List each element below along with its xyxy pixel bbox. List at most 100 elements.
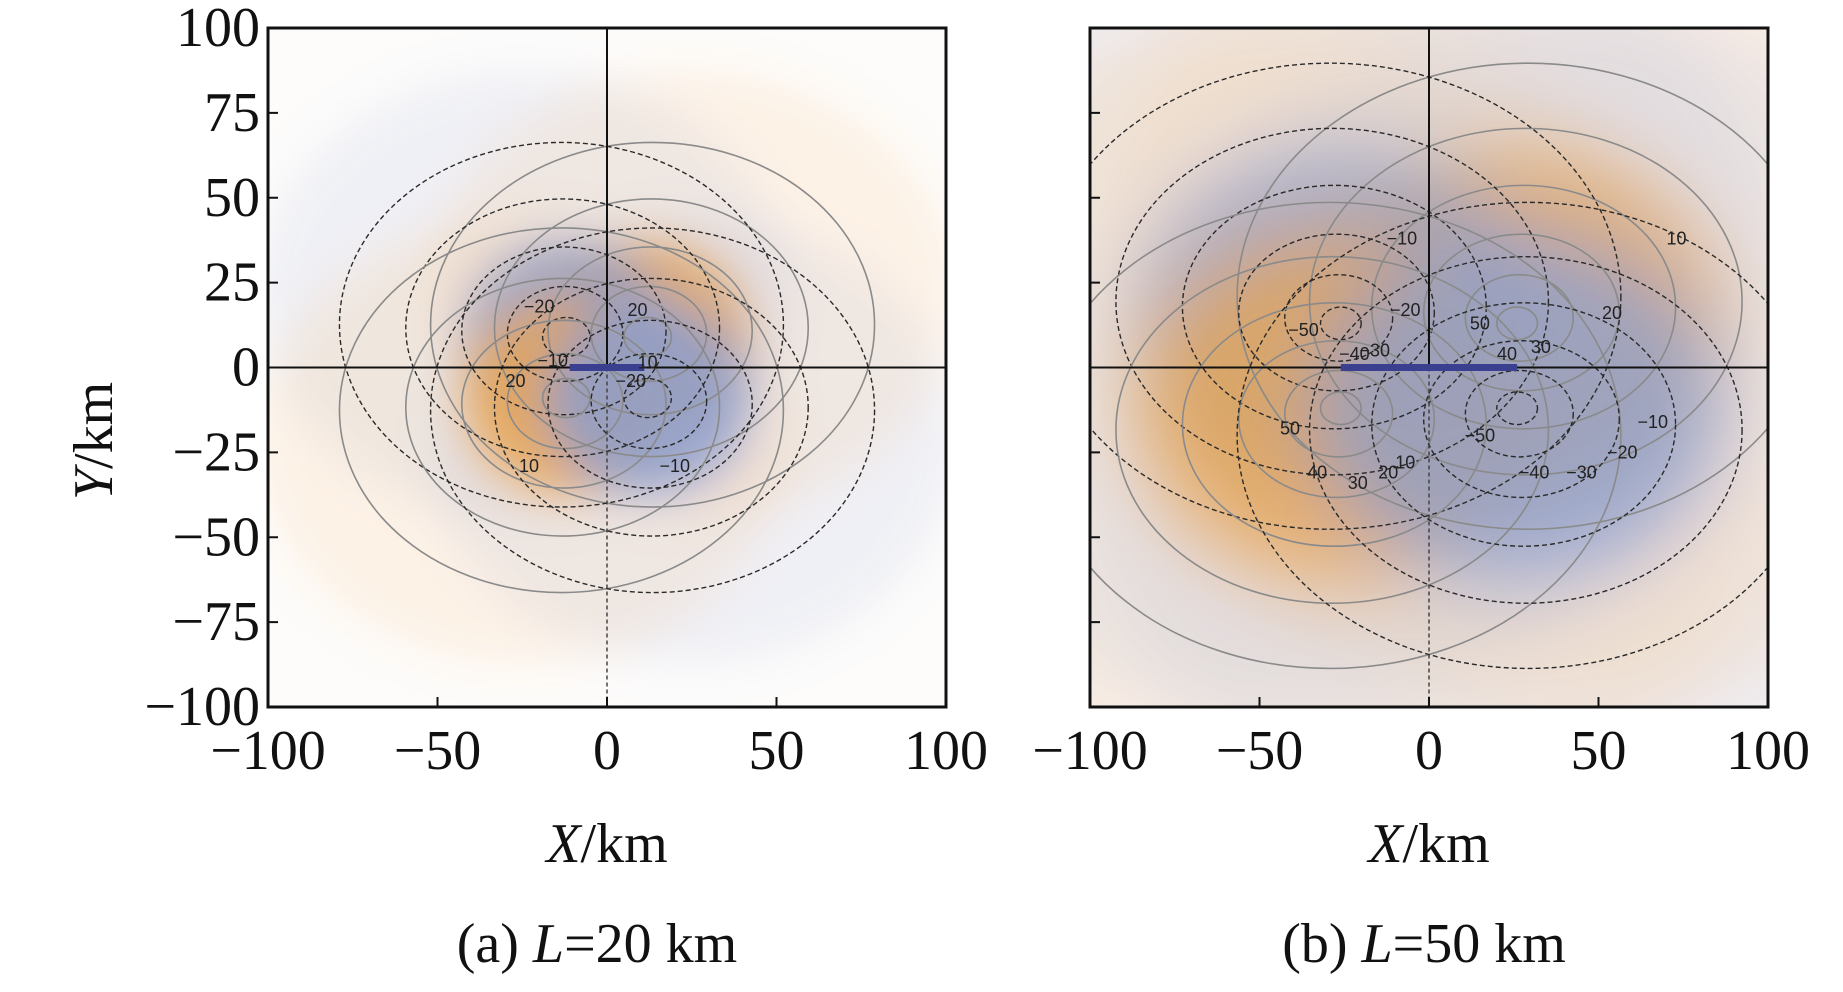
x-axis-unit-b: /km <box>1403 813 1490 875</box>
contour-b-0-5 <box>1236 62 1768 530</box>
x-tick-label-b-0: −100 <box>1032 720 1148 782</box>
x-tick-label-b-2: 0 <box>1415 720 1443 782</box>
contour-a-3-3 <box>493 277 809 537</box>
contour-b-1-0 <box>1319 306 1362 341</box>
x-tick-label-a-1: −50 <box>394 720 482 782</box>
contour-b-3-5 <box>1236 201 1768 670</box>
contour-label-a-0: −20 <box>524 296 555 316</box>
contour-a-2-3 <box>405 277 721 537</box>
contour-a-2-4 <box>338 227 785 594</box>
x-axis-unit-a: /km <box>581 813 668 875</box>
contour-label-b-13: 20 <box>1378 463 1398 483</box>
contour-label-b-8: 40 <box>1497 344 1517 364</box>
contour-label-b-16: −50 <box>1465 425 1496 445</box>
contour-a-0-3 <box>493 198 809 458</box>
lobe-a-3 <box>545 301 750 495</box>
y-tick-label-a-3: 25 <box>204 252 260 314</box>
contour-label-b-4: −30 <box>1359 341 1390 361</box>
contour-a-3-4 <box>429 227 876 594</box>
contour-a-2-2 <box>460 319 667 489</box>
contour-a-3-2 <box>547 319 753 489</box>
contours-a <box>338 141 876 594</box>
contour-b-2-5 <box>1090 201 1622 670</box>
x-tick-label-a-0: −100 <box>210 720 326 782</box>
caption-b: (b) L=50 km <box>1282 913 1566 975</box>
contour-b-0-4 <box>1308 127 1743 476</box>
y-tick-label-a-1: 75 <box>204 82 260 144</box>
contour-a-1-1 <box>506 285 624 382</box>
contour-label-b-12: 30 <box>1348 473 1368 493</box>
contour-a-1-4 <box>338 141 785 508</box>
caption-b-prefix: (b) <box>1282 913 1361 975</box>
x-tick-label-b-3: 50 <box>1571 720 1627 782</box>
contour-label-b-5: 10 <box>1666 228 1686 248</box>
contour-label-b-9: 30 <box>1531 337 1551 357</box>
contour-b-1-5 <box>1090 62 1622 530</box>
contour-b-1-2 <box>1238 233 1436 392</box>
caption-b-rest: =50 km <box>1393 913 1566 975</box>
y-axis-label-a: Y/km <box>63 382 125 500</box>
contour-b-0-1 <box>1464 273 1575 362</box>
y-axis-var: Y <box>63 463 125 500</box>
x-axis-var-a: X <box>544 813 583 875</box>
contour-a-3-1 <box>590 353 708 450</box>
contour-b-3-1 <box>1464 369 1574 458</box>
contour-label-a-4: 20 <box>505 371 525 391</box>
contours-b <box>1090 62 1768 670</box>
contour-a-1-3 <box>405 198 721 458</box>
contour-label-b-19: −30 <box>1566 463 1597 483</box>
contour-b-2-0 <box>1319 391 1363 426</box>
ticks-b: −100 −50 0 50 100 <box>1032 111 1810 782</box>
contour-label-a-6: 10 <box>519 456 539 476</box>
contour-label-b-7: 50 <box>1470 313 1490 333</box>
contour-b-3-0 <box>1496 391 1539 426</box>
y-tick-label-a-8: −100 <box>144 676 260 738</box>
caption-a: (a) L=20 km <box>457 913 737 975</box>
contour-a-2-1 <box>506 352 624 450</box>
caption-a-prefix: (a) <box>457 913 533 975</box>
contour-label-b-11: 40 <box>1307 463 1327 483</box>
contour-label-b-14: 10 <box>1395 453 1415 473</box>
contour-b-3-3 <box>1371 302 1677 547</box>
contour-b-1-1 <box>1284 274 1394 362</box>
y-tick-label-a-5: −25 <box>172 421 260 483</box>
contour-label-b-6: 20 <box>1602 303 1622 323</box>
contour-label-b-3: −40 <box>1339 344 1370 364</box>
x-axis-var-b: X <box>1366 813 1405 875</box>
contour-b-1-4 <box>1115 127 1550 476</box>
contour-b-2-2 <box>1237 339 1436 499</box>
contour-b-2-1 <box>1283 369 1394 458</box>
x-tick-label-b-1: −50 <box>1216 720 1304 782</box>
contour-a-3-0 <box>623 377 673 419</box>
y-tick-label-a-2: 50 <box>204 167 260 229</box>
x-axis-label-b: X/km <box>1366 813 1489 875</box>
contour-label-b-10: 50 <box>1280 419 1300 439</box>
ticks-a: −100 −50 0 50 100 100 75 50 25 0 −25 −50 −75 −100 <box>144 0 988 782</box>
caption-a-rest: =20 km <box>564 913 737 975</box>
contour-b-0-2 <box>1422 233 1621 392</box>
y-tick-label-a-7: −75 <box>172 591 260 653</box>
contour-b-3-4 <box>1308 256 1743 604</box>
contour-label-b-18: −40 <box>1519 463 1550 483</box>
contour-label-b-15: −10 <box>1637 412 1668 432</box>
contour-label-a-5: −20 <box>615 371 646 391</box>
x-tick-label-a-2: 0 <box>593 720 621 782</box>
contour-b-3-2 <box>1422 340 1620 499</box>
y-tick-label-a-6: −50 <box>172 506 260 568</box>
x-tick-label-a-3: 50 <box>749 720 805 782</box>
y-tick-label-a-4: 0 <box>232 337 260 399</box>
contour-label-a-7: −10 <box>660 456 691 476</box>
contour-b-2-4 <box>1115 255 1550 605</box>
contour-a-1-2 <box>461 246 667 416</box>
contour-label-b-1: −20 <box>1390 300 1421 320</box>
y-axis-unit: /km <box>63 382 125 469</box>
contour-a-0-4 <box>429 141 876 508</box>
x-tick-label-a-4: 100 <box>904 720 988 782</box>
contour-b-2-3 <box>1181 302 1488 548</box>
contour-label-a-3: 10 <box>638 352 658 372</box>
